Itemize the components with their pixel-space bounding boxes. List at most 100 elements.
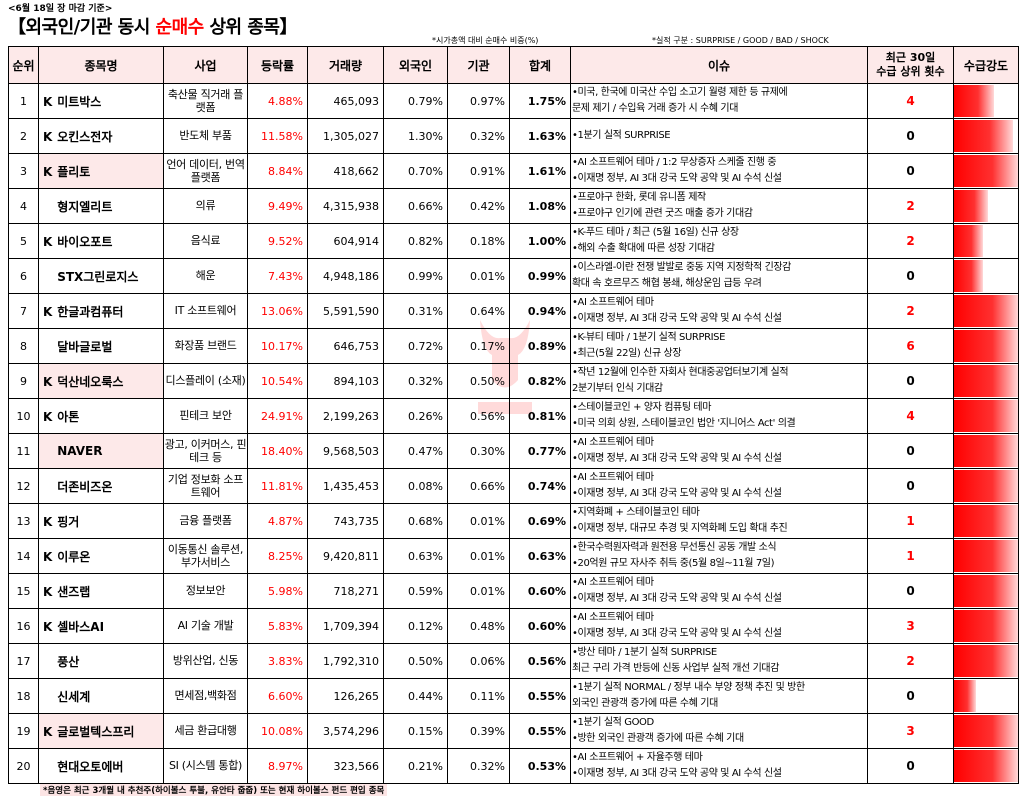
issue-line-1: •1분기 실적 NORMAL / 정부 내수 부양 정책 추진 및 방한 (572, 682, 805, 693)
rank-cell: 14 (8, 538, 39, 574)
strength-cell (953, 223, 1019, 259)
stock-name-cell: K 핑거 (38, 503, 164, 539)
foreign-cell: 0.66% (383, 188, 448, 224)
issue-line-2: •미국 의회 상원, 스테이블코인 법안 '지니어스 Act' 의결 (572, 418, 796, 429)
volume-cell: 126,265 (307, 678, 384, 714)
strength-bar-fill (954, 85, 994, 117)
strength-cell (953, 328, 1019, 364)
issue-cell: •AI 소프트웨어 테마 •이재명 정부, AI 3대 강국 도약 공약 및 AI… (570, 468, 868, 504)
sector-cell: 디스플레이 (소재) (163, 363, 248, 399)
table-row: 12 더존비즈온 기업 정보화 소프트웨어 11.81% 1,435,453 0.08%… (8, 468, 1019, 504)
issue-line-2: •최근(5월 22일) 신규 상장 (572, 348, 682, 359)
issue-line-1: •K-푸드 테마 / 최근 (5월 16일) 신규 상장 (572, 227, 739, 238)
institution-cell: 0.50% (447, 363, 510, 399)
foreign-cell: 0.12% (383, 608, 448, 644)
strength-bar (954, 505, 1018, 538)
sector-cell: 반도체 부품 (163, 118, 248, 154)
institution-cell: 0.01% (447, 503, 510, 539)
strength-bar-fill (954, 260, 983, 292)
sector-cell: IT 소프트웨어 (163, 293, 248, 329)
strength-bar-fill (954, 190, 988, 222)
strength-bar (954, 120, 1018, 153)
table-row: 13 K 핑거 금융 플랫폼 4.87% 743,735 0.68% 0.01% 0.69% •… (8, 503, 1019, 539)
institution-cell: 0.66% (447, 468, 510, 504)
stock-name-cell: 신세계 (38, 678, 164, 714)
count-cell: 1 (867, 503, 954, 539)
issue-line-2: •이재명 정부, AI 3대 강국 도약 공약 및 AI 수석 신설 (572, 173, 782, 184)
strength-bar (954, 400, 1018, 433)
issue-line-1: •AI 소프트웨어 테마 (572, 612, 654, 623)
issue-line-1: •AI 소프트웨어 테마 (572, 297, 654, 308)
count-cell: 0 (867, 363, 954, 399)
stock-name-cell: 현대오토에버 (38, 748, 164, 784)
table-row: 4 형지엘리트 의류 9.49% 4,315,938 0.66% 0.42% 1.08% •프… (8, 188, 1019, 224)
strength-cell (953, 503, 1019, 539)
volume-cell: 1,709,394 (307, 608, 384, 644)
foreign-cell: 0.21% (383, 748, 448, 784)
volume-cell: 4,948,186 (307, 258, 384, 294)
count-cell: 0 (867, 468, 954, 504)
col-count-line1: 최근 30일 (885, 51, 936, 64)
stock-name-cell: K 아톤 (38, 398, 164, 434)
stock-name: 글로벌텍스프리 (57, 724, 135, 739)
change-cell: 7.43% (247, 258, 308, 294)
count-cell: 0 (867, 748, 954, 784)
foreign-cell: 0.82% (383, 223, 448, 259)
foreign-cell: 0.47% (383, 433, 448, 469)
issue-line-2: •이재명 정부, AI 3대 강국 도약 공약 및 AI 수석 신설 (572, 488, 782, 499)
stock-name-cell: K 한글과컴퓨터 (38, 293, 164, 329)
issue-line-2: 2분기부터 인식 기대감 (572, 383, 663, 394)
change-cell: 8.84% (247, 153, 308, 189)
rank-cell: 16 (8, 608, 39, 644)
count-cell: 0 (867, 433, 954, 469)
foreign-cell: 0.79% (383, 83, 448, 119)
issue-line-2: 외국인 관광객 증가에 따른 수혜 기대 (572, 698, 718, 709)
table-row: 19 K 글로벌텍스프리 세금 환급대행 10.08% 3,574,296 0.15% 0.… (8, 713, 1019, 749)
volume-cell: 1,305,027 (307, 118, 384, 154)
rank-cell: 6 (8, 258, 39, 294)
count-cell: 0 (867, 118, 954, 154)
issue-line-1: •미국, 한국에 미국산 수입 소고기 월령 제한 등 규제에 (572, 87, 788, 98)
total-cell: 1.75% (509, 83, 571, 119)
page-title: 【외국인/기관 동시 순매수 상위 종목】 (8, 13, 298, 39)
rank-cell: 18 (8, 678, 39, 714)
issue-cell: •1분기 실적 SURPRISE (570, 118, 868, 154)
footnote: *음영은 최근 3개월 내 추천주(하이볼스 투불, 유안타 줍줍) 또는 현재… (40, 784, 388, 796)
market-prefix: K (43, 724, 53, 739)
issue-line-2: 문제 제기 / 수입육 거래 증가 시 수혜 기대 (572, 103, 738, 114)
issue-cell: •AI 소프트웨어 + 자율주행 테마 •이재명 정부, AI 3대 강국 도약 … (570, 748, 868, 784)
issue-line-1: •1분기 실적 SURPRISE (572, 130, 671, 141)
rank-cell: 10 (8, 398, 39, 434)
rank-cell: 8 (8, 328, 39, 364)
strength-cell (953, 643, 1019, 679)
institution-cell: 0.97% (447, 83, 510, 119)
issue-cell: •프로야구 한화, 롯데 유니폼 제작 •프로야구 인기에 관련 굿즈 매출 증가… (570, 188, 868, 224)
total-cell: 0.55% (509, 678, 571, 714)
change-cell: 11.58% (247, 118, 308, 154)
strength-cell (953, 293, 1019, 329)
issue-line-1: •AI 소프트웨어 테마 (572, 577, 654, 588)
rank-cell: 19 (8, 713, 39, 749)
issue-cell: •K-푸드 테마 / 최근 (5월 16일) 신규 상장 •해외 수출 확대에 따… (570, 223, 868, 259)
strength-cell (953, 83, 1019, 119)
strength-cell (953, 678, 1019, 714)
col-institution: 기관 (447, 46, 510, 84)
issue-line-1: •AI 소프트웨어 테마 (572, 472, 654, 483)
col-foreign: 외국인 (383, 46, 448, 84)
stock-name: 덕산네오룩스 (57, 374, 124, 389)
sector-cell: 광고, 이커머스, 핀테크 등 (163, 433, 248, 469)
strength-cell (953, 713, 1019, 749)
strength-cell (953, 538, 1019, 574)
issue-line-2: 최근 구리 가격 반등에 신동 사업부 실적 개선 기대감 (572, 663, 780, 674)
title-suffix: 상위 종목】 (203, 17, 297, 38)
volume-cell: 4,315,938 (307, 188, 384, 224)
stock-name-cell: K 이루온 (38, 538, 164, 574)
stock-name: 샌즈랩 (57, 584, 91, 599)
issue-line-1: •K-뷰티 테마 / 1분기 실적 SURPRISE (572, 332, 726, 343)
foreign-cell: 0.99% (383, 258, 448, 294)
stock-name: 셀바스AI (57, 619, 105, 634)
